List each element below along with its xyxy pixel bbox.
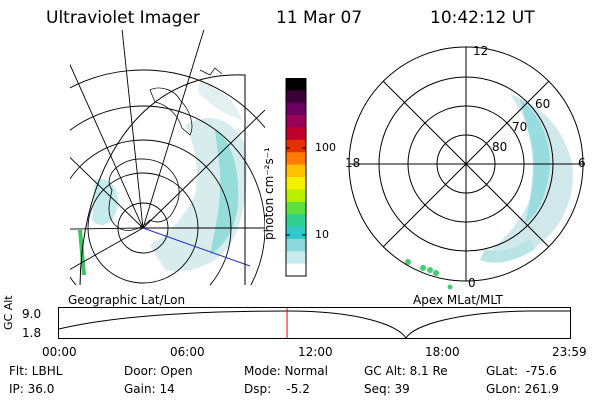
colorbar-segment: [286, 214, 306, 228]
polar-dot: [427, 267, 433, 273]
altitude-timeline: [58, 307, 571, 339]
coastline: [108, 158, 180, 231]
mlt-label-12: 12: [473, 44, 489, 58]
colorbar-segment: [286, 164, 306, 178]
right-panel-label: Apex MLat/MLT: [413, 293, 503, 307]
timeline-xtick-3: 18:00: [425, 345, 460, 359]
polar-dot: [433, 270, 439, 276]
geographic-map: [70, 30, 265, 285]
mlt-label-0: 0: [468, 276, 476, 290]
colorbar-segment: [286, 189, 306, 203]
dsp-info: Dsp: -5.2: [244, 382, 310, 396]
colorbar-segment: [286, 152, 306, 166]
colorbar: [285, 78, 307, 277]
polar-aurora: [480, 94, 573, 261]
timeline-xtick-1: 06:00: [170, 345, 205, 359]
colorbar-label: photon cm⁻²s⁻¹: [262, 147, 276, 240]
polar-dot: [405, 259, 411, 265]
colorbar-segment: [286, 238, 306, 252]
polar-dot: [447, 284, 453, 290]
timeline-xtick-4: 23:59: [552, 345, 587, 359]
aurora-patch-north: [198, 80, 242, 120]
mlat-label-60: 60: [535, 97, 551, 111]
mlt-label-18: 18: [345, 156, 361, 170]
gcalt-info: GC Alt: 8.1 Re: [364, 364, 448, 378]
meridian-line: [142, 227, 251, 267]
polar-plot: [348, 46, 584, 290]
timeline-xtick-2: 12:00: [298, 345, 333, 359]
altitude-curve: [58, 310, 570, 339]
colorbar-segment: [286, 115, 306, 129]
colorbar-segment: [286, 78, 306, 91]
colorbar-segment: [286, 102, 306, 116]
gain-info: Gain: 14: [124, 382, 175, 396]
polar-aurora-night: [480, 239, 535, 263]
ip-info: IP: 36.0: [9, 382, 55, 396]
colorbar-tick-100: 100: [315, 141, 336, 154]
coastline-islands: [199, 67, 223, 76]
timeline-axis-title: GC Alt: [2, 295, 15, 330]
glat-info: GLat: -75.6: [486, 364, 557, 378]
mlat-label-80: 80: [492, 140, 508, 154]
timeline-ytick-high: 9.0: [22, 307, 42, 321]
mode-info: Mode: Normal: [244, 364, 328, 378]
timeline-xtick-0: 00:00: [42, 345, 77, 359]
colorbar-segment: [286, 263, 306, 277]
date-label: 11 Mar 07: [276, 8, 363, 28]
mlat-label-70: 70: [512, 120, 528, 134]
polar-grid: [348, 46, 584, 282]
time-label: 10:42:12 UT: [430, 8, 535, 28]
coastline-north: [149, 87, 193, 136]
aurora-patch-west: [92, 178, 119, 225]
polar-dot: [420, 265, 426, 271]
colorbar-segment: [286, 201, 306, 215]
earth-limb: [79, 74, 246, 285]
polar-aurora-core: [520, 99, 550, 224]
mlt-label-6: 6: [578, 156, 586, 170]
door-info: Door: Open: [124, 364, 193, 378]
instrument-title: Ultraviolet Imager: [46, 8, 200, 28]
timeline-ytick-low: 1.8: [22, 326, 42, 340]
left-panel-label: Geographic Lat/Lon: [68, 293, 186, 307]
colorbar-segment: [286, 127, 306, 141]
colorbar-segment: [286, 139, 306, 153]
colorbar-segment: [286, 226, 306, 240]
glon-info: GLon: 261.9: [486, 382, 559, 396]
filter-info: Flt: LBHL: [9, 364, 63, 378]
colorbar-segment: [286, 251, 306, 265]
colorbar-segment: [286, 177, 306, 190]
colorbar-segment: [286, 90, 306, 104]
seq-info: Seq: 39: [364, 382, 410, 396]
colorbar-tick-10: 10: [315, 228, 329, 241]
